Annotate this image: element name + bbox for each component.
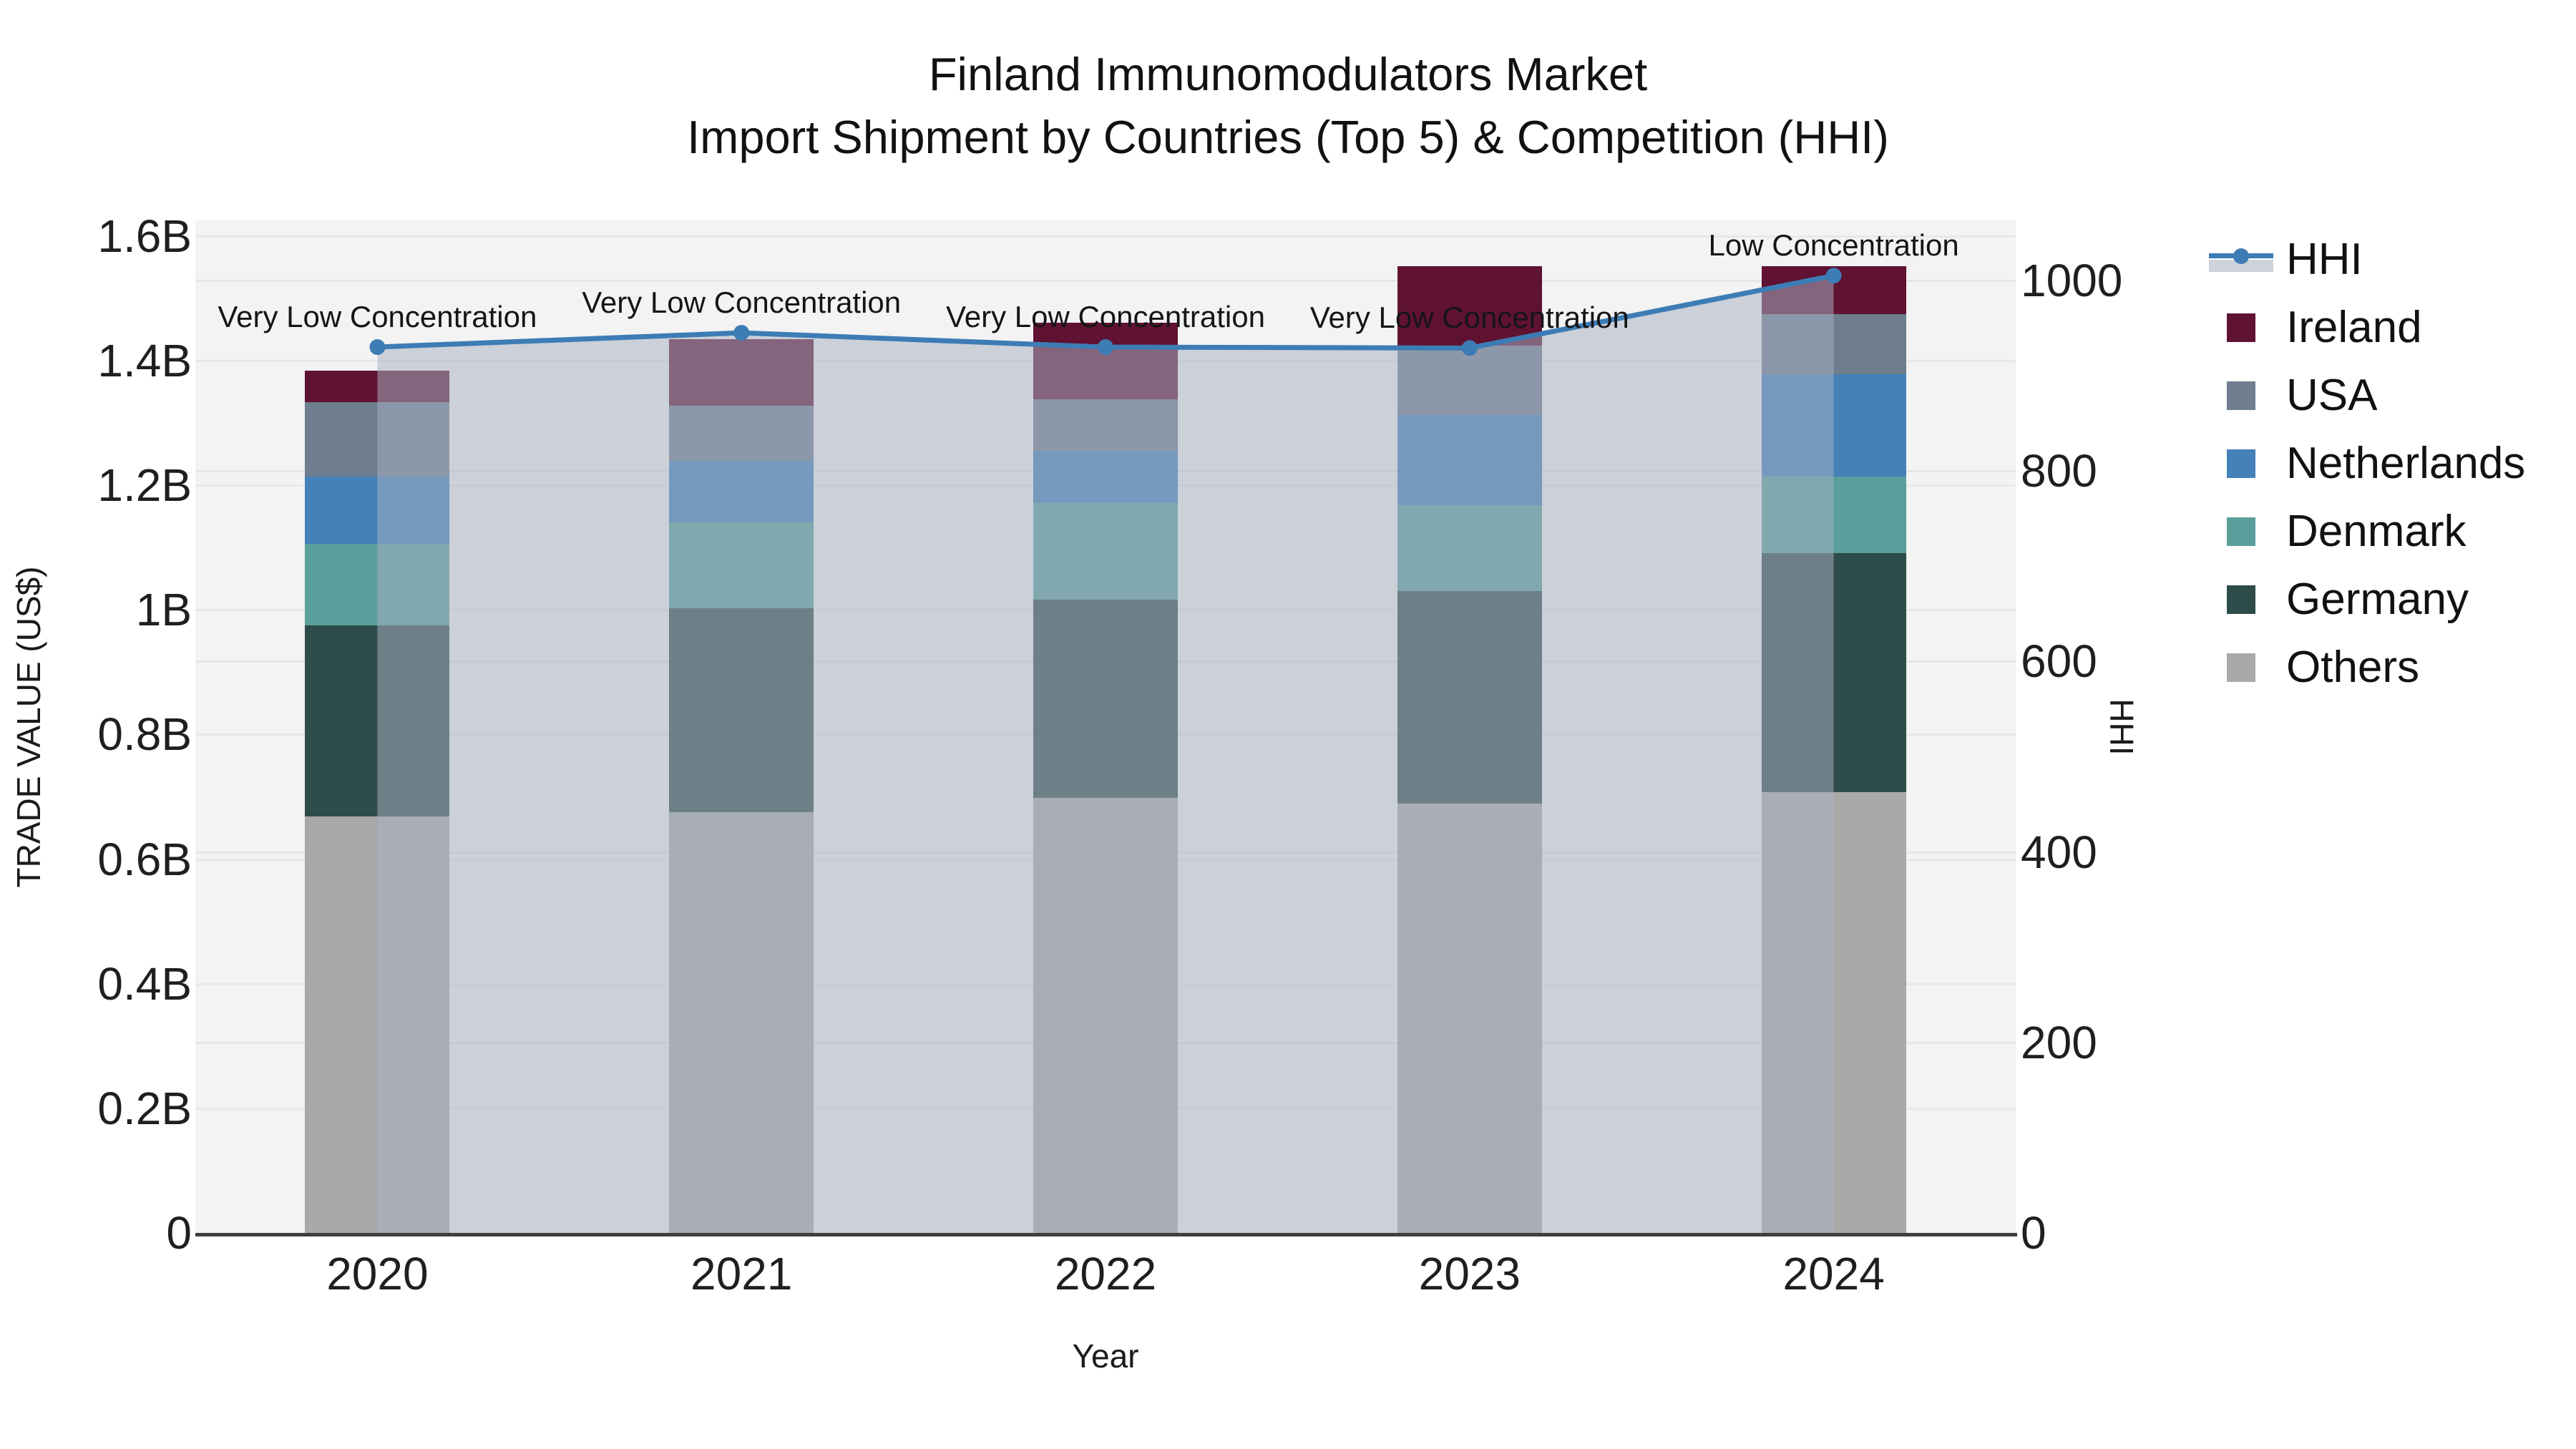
legend-swatch-icon: [2209, 652, 2286, 683]
bar-segment-germany[interactable]: [1761, 552, 1906, 793]
bar-segment-usa[interactable]: [305, 402, 450, 477]
y-right-tick-label: 200: [2021, 1016, 2097, 1068]
legend-swatch: [2227, 449, 2255, 478]
legend-swatch: [2227, 313, 2255, 342]
annotation-2023: Very Low Concentration: [1309, 301, 1629, 335]
gridline-left: [195, 235, 2016, 238]
legend-swatch: [2227, 381, 2255, 410]
x-axis-title: Year: [1072, 1337, 1139, 1375]
legend-label: Denmark: [2286, 507, 2467, 556]
chart-title: Finland Immunomodulators Market Import S…: [0, 43, 2576, 169]
annotation-2020: Very Low Concentration: [218, 300, 537, 334]
y-left-tick-label: 0.2B: [97, 1082, 192, 1134]
y-left-tick-label: 0: [166, 1207, 192, 1259]
y-left-tick-label: 0.6B: [97, 833, 192, 885]
bar-segment-netherlands[interactable]: [1397, 414, 1542, 505]
legend-item-usa[interactable]: USA: [2209, 361, 2525, 429]
x-tick-label: 2021: [691, 1248, 793, 1299]
x-tick-label: 2024: [1782, 1248, 1885, 1299]
legend-label: Germany: [2286, 575, 2469, 624]
y-right-tick-label: 600: [2021, 635, 2097, 688]
y-right-tick-label: 400: [2021, 826, 2097, 878]
y-left-tick-label: 1B: [135, 584, 192, 636]
bar-segment-others[interactable]: [305, 816, 450, 1233]
legend-label: Netherlands: [2286, 439, 2526, 488]
bar-segment-usa[interactable]: [669, 405, 814, 462]
y-right-tick-label: 800: [2021, 445, 2097, 497]
legend-swatch-icon: [2209, 516, 2286, 547]
bar-segment-others[interactable]: [1761, 792, 1906, 1233]
bar-segment-germany[interactable]: [1033, 600, 1178, 799]
legend-swatch: [2227, 653, 2255, 682]
legend-item-ireland[interactable]: Ireland: [2209, 293, 2525, 361]
legend-swatch: [2227, 517, 2255, 546]
bar-segment-ireland[interactable]: [305, 370, 450, 403]
y-left-tick-label: 1.6B: [97, 210, 192, 262]
legend-swatch-icon: [2209, 584, 2286, 615]
bar-segment-usa[interactable]: [1033, 399, 1178, 452]
x-tick-label: 2020: [326, 1248, 429, 1299]
legend-swatch-icon: [2209, 312, 2286, 343]
legend-label: Others: [2286, 643, 2420, 692]
x-tick-label: 2022: [1054, 1248, 1157, 1299]
hhi-area-swatch: [2209, 259, 2273, 272]
bar-segment-denmark[interactable]: [1033, 503, 1178, 600]
legend-swatch-icon: [2209, 380, 2286, 411]
bar-segment-others[interactable]: [669, 812, 814, 1233]
y-right-tick-label: 0: [2021, 1207, 2046, 1259]
y-left-tick-label: 1.4B: [97, 334, 192, 386]
legend-item-hhi[interactable]: HHI: [2209, 225, 2525, 293]
bar-segment-netherlands[interactable]: [1033, 451, 1178, 504]
bar-segment-denmark[interactable]: [1761, 476, 1906, 553]
bar-segment-denmark[interactable]: [669, 522, 814, 609]
y-left-tick-label: 1.2B: [97, 459, 192, 512]
bar-segment-germany[interactable]: [669, 608, 814, 813]
legend-label: HHI: [2286, 235, 2363, 284]
legend-label: Ireland: [2286, 303, 2422, 352]
y-right-tick-label: 1000: [2021, 254, 2123, 306]
x-axis-line: [195, 1233, 2017, 1236]
legend-item-others[interactable]: Others: [2209, 633, 2525, 701]
bar-segment-netherlands[interactable]: [669, 461, 814, 523]
annotation-2022: Very Low Concentration: [946, 300, 1265, 334]
legend-swatch-icon: [2209, 448, 2286, 479]
bar-segment-netherlands[interactable]: [305, 476, 450, 544]
y-left-tick-label: 0.8B: [97, 708, 192, 761]
bar-segment-denmark[interactable]: [305, 543, 450, 625]
hhi-line-icon: [2209, 244, 2286, 275]
bar-segment-ireland[interactable]: [669, 339, 814, 406]
bar-segment-germany[interactable]: [1397, 591, 1542, 804]
bar-segment-denmark[interactable]: [1397, 504, 1542, 592]
bar-segment-germany[interactable]: [305, 625, 450, 817]
y-left-axis-title: TRADE VALUE (US$): [10, 565, 47, 888]
bar-segment-netherlands[interactable]: [1761, 374, 1906, 477]
legend-swatch: [2227, 585, 2255, 614]
chart-title-line1: Finland Immunomodulators Market: [928, 48, 1648, 100]
chart-title-line2: Import Shipment by Countries (Top 5) & C…: [687, 111, 1889, 163]
legend-label: USA: [2286, 371, 2378, 420]
gridline-right: [195, 279, 2016, 282]
annotation-2024: Low Concentration: [1708, 228, 1959, 263]
legend-item-germany[interactable]: Germany: [2209, 565, 2525, 633]
legend-item-denmark[interactable]: Denmark: [2209, 497, 2525, 565]
legend: HHI Ireland USA Netherlands Denmark Germany Ot…: [2209, 225, 2525, 701]
bar-segment-others[interactable]: [1033, 798, 1178, 1233]
hhi-marker-dot: [2233, 248, 2249, 264]
bar-segment-usa[interactable]: [1761, 313, 1906, 375]
annotation-2021: Very Low Concentration: [582, 286, 902, 320]
y-left-tick-label: 0.4B: [97, 957, 192, 1010]
bar-segment-ireland[interactable]: [1761, 265, 1906, 314]
y-right-axis-title: HHI: [2103, 698, 2140, 756]
x-tick-label: 2023: [1418, 1248, 1521, 1299]
bar-segment-usa[interactable]: [1397, 346, 1542, 415]
bar-segment-others[interactable]: [1397, 804, 1542, 1233]
legend-item-netherlands[interactable]: Netherlands: [2209, 429, 2525, 497]
